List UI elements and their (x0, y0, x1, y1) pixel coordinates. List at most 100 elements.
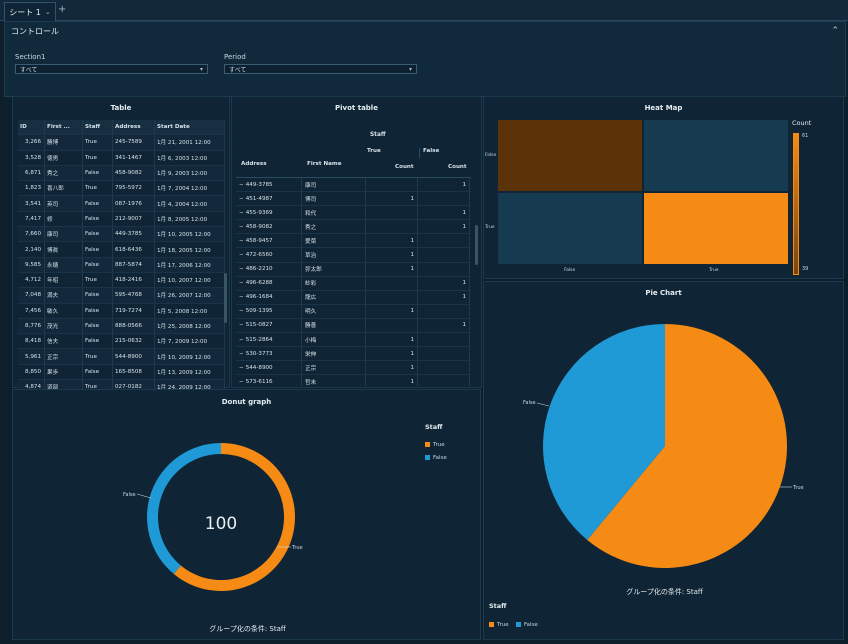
collapse-minus-icon[interactable]: − (239, 350, 244, 357)
table-scrollbar[interactable] (224, 273, 227, 323)
column-header[interactable]: Address (113, 120, 155, 135)
heatmap-row-label: False (485, 153, 497, 158)
pivot-row[interactable]: − 509-1395 明久 1 (236, 304, 471, 319)
pivot-count-true-cell: 1 (366, 248, 418, 262)
table-cell: False (83, 334, 113, 349)
pivot-address-cell: − 496-6288 (236, 276, 302, 290)
column-header[interactable]: Start Date (155, 120, 225, 135)
heatmap-cell[interactable] (498, 193, 642, 264)
collapse-minus-icon[interactable]: − (239, 308, 244, 315)
pivot-count-false-cell: 1 (418, 290, 470, 304)
table-row[interactable]: 7,456 敏久 False 719-7274 1月 5, 2008 12:00 (18, 303, 225, 319)
table-row[interactable]: 8,850 果歩 False 165-8508 1月 13, 2009 12:00 (18, 364, 225, 381)
collapse-minus-icon[interactable]: − (239, 223, 244, 230)
heatmap-cell[interactable] (498, 120, 642, 191)
donut-slice-true[interactable] (173, 443, 295, 591)
table-cell: 英司 (45, 196, 83, 211)
heatmap-cell[interactable] (644, 193, 788, 264)
pivot-cell-text: 1 (410, 266, 414, 273)
pivot-row[interactable]: − 458-9082 秀之 1 (236, 220, 471, 235)
pivot-row[interactable]: − 496-6288 紗彩 1 (236, 276, 471, 291)
table-row[interactable]: 1,823 喜八郎 True 795-5972 1月 7, 2004 12:00 (18, 181, 225, 197)
table-row[interactable]: 5,961 正宗 True 544-8900 1月 10, 2009 12:00 (18, 349, 225, 365)
pivot-cell-text: 458-9082 (245, 223, 273, 230)
collapse-minus-icon[interactable]: − (239, 336, 244, 343)
pivot-row[interactable]: − 486-2210 弥太郎 1 (236, 262, 471, 277)
donut-legend-false[interactable]: False (425, 455, 447, 461)
collapse-minus-icon[interactable]: − (239, 378, 244, 385)
table-cell: 1月 21, 2001 12:00 (155, 135, 225, 150)
pivot-row[interactable]: − 449-3785 康司 1 (236, 178, 471, 193)
donut-label-false: False (123, 492, 136, 498)
section1-select[interactable]: すべて ▾ (15, 64, 208, 74)
pivot-row[interactable]: − 496-1684 龍広 1 (236, 290, 471, 305)
collapse-minus-icon[interactable]: − (239, 266, 244, 273)
pie-slice-false[interactable] (543, 324, 665, 541)
table-title: Table (110, 104, 132, 112)
table-row[interactable]: 8,418 信夫 False 215-0632 1月 7, 2009 12:00 (18, 334, 225, 350)
pie-slice-true[interactable] (587, 324, 787, 568)
column-header[interactable]: Staff (83, 120, 113, 135)
pivot-cell-text: 1 (410, 378, 414, 385)
collapse-minus-icon[interactable]: − (239, 364, 244, 371)
collapse-chevron-icon[interactable]: ⌃ (831, 26, 839, 36)
pivot-cell-text: 486-2210 (245, 266, 273, 273)
pivot-row[interactable]: − 455-9369 和代 1 (236, 206, 471, 221)
collapse-minus-icon[interactable]: − (239, 237, 244, 244)
table-row[interactable]: 3,528 徳男 True 341-1467 1月 6, 2003 12:00 (18, 150, 225, 166)
table-row[interactable]: 3,541 英司 False 087-1976 1月 4, 2004 12:00 (18, 196, 225, 212)
pivot-row[interactable]: − 544-8900 正宗 1 (236, 361, 471, 376)
column-header[interactable]: First ... (45, 120, 83, 135)
pivot-cell-text: 530-3773 (245, 350, 273, 357)
table-cell: 1,823 (18, 181, 45, 196)
collapse-minus-icon[interactable]: − (239, 209, 244, 216)
pivot-row[interactable]: − 530-3773 栄伸 1 (236, 347, 471, 362)
table-cell: True (83, 150, 113, 165)
pivot-row[interactable]: − 451-4987 博司 1 (236, 192, 471, 207)
collapse-minus-icon[interactable]: − (239, 294, 244, 301)
table-row[interactable]: 6,871 秀之 False 458-9082 1月 9, 2003 12:00 (18, 165, 225, 182)
table-row[interactable]: 7,660 康司 False 449-3785 1月 10, 2005 12:00 (18, 227, 225, 243)
collapse-minus-icon[interactable]: − (239, 195, 244, 202)
table-cell: 3,528 (18, 150, 45, 165)
pie-label-true: True (792, 485, 804, 491)
table-row[interactable]: 9,585 永穂 False 887-5874 1月 17, 2006 12:00 (18, 257, 225, 273)
pivot-row[interactable]: − 515-0827 勝善 1 (236, 318, 471, 334)
pie-legend-false[interactable]: False (516, 622, 538, 628)
pivot-row[interactable]: − 472-6560 草治 1 (236, 248, 471, 263)
heatmap-cell[interactable] (644, 120, 788, 191)
pivot-address-cell: − 486-2210 (236, 262, 302, 276)
add-sheet-button[interactable]: + (58, 4, 67, 15)
collapse-minus-icon[interactable]: − (239, 322, 244, 329)
tab-sheet1[interactable]: シート 1 ⌄ (4, 2, 56, 21)
pivot-address-cell: − 455-9369 (236, 206, 302, 220)
pie-legend-true[interactable]: True (489, 622, 509, 628)
period-select[interactable]: すべて ▾ (224, 64, 417, 74)
collapse-minus-icon[interactable]: − (239, 280, 244, 287)
pivot-row[interactable]: − 573-6116 哲未 1 (236, 375, 471, 386)
heatmap-legend-gradient (793, 133, 799, 275)
pivot-cell-text: 哲未 (305, 379, 317, 386)
table-row[interactable]: 8,776 茂光 False 888-0566 1月 25, 2008 12:00 (18, 318, 225, 335)
pivot-address-cell: − 544-8900 (236, 361, 302, 375)
pivot-count-true-cell: 1 (366, 347, 418, 361)
table-row[interactable]: 7,048 満夫 False 595-4768 1月 26, 2007 12:00 (18, 288, 225, 304)
table-row[interactable]: 2,140 博眞 False 618-6436 1月 18, 2005 12:00 (18, 242, 225, 258)
pivot-count-true-cell (366, 290, 418, 304)
table-cell: 795-5972 (113, 181, 155, 196)
donut-slice-false[interactable] (146, 443, 221, 575)
pivot-row[interactable]: − 515-2864 小梅 1 (236, 333, 471, 348)
chevron-down-icon[interactable]: ⌄ (44, 8, 51, 16)
pivot-cell-text: 1 (462, 322, 466, 329)
collapse-minus-icon[interactable]: − (239, 181, 244, 188)
table-row[interactable]: 7,417 修 False 212-9007 1月 8, 2005 12:00 (18, 211, 225, 228)
column-header[interactable]: ID (18, 120, 45, 135)
pivot-row[interactable]: − 458-9457 愛菜 1 (236, 234, 471, 249)
donut-legend-true[interactable]: True (425, 442, 445, 448)
pivot-cell-text: 451-4987 (245, 195, 273, 202)
pivot-scrollbar[interactable] (475, 225, 478, 265)
table-row[interactable]: 4,712 年昭 True 418-2416 1月 10, 2007 12:00 (18, 272, 225, 289)
collapse-minus-icon[interactable]: − (239, 252, 244, 259)
heatmap-row-label: True (485, 225, 495, 230)
table-row[interactable]: 3,266 勝博 True 245-7589 1月 21, 2001 12:00 (18, 135, 225, 151)
